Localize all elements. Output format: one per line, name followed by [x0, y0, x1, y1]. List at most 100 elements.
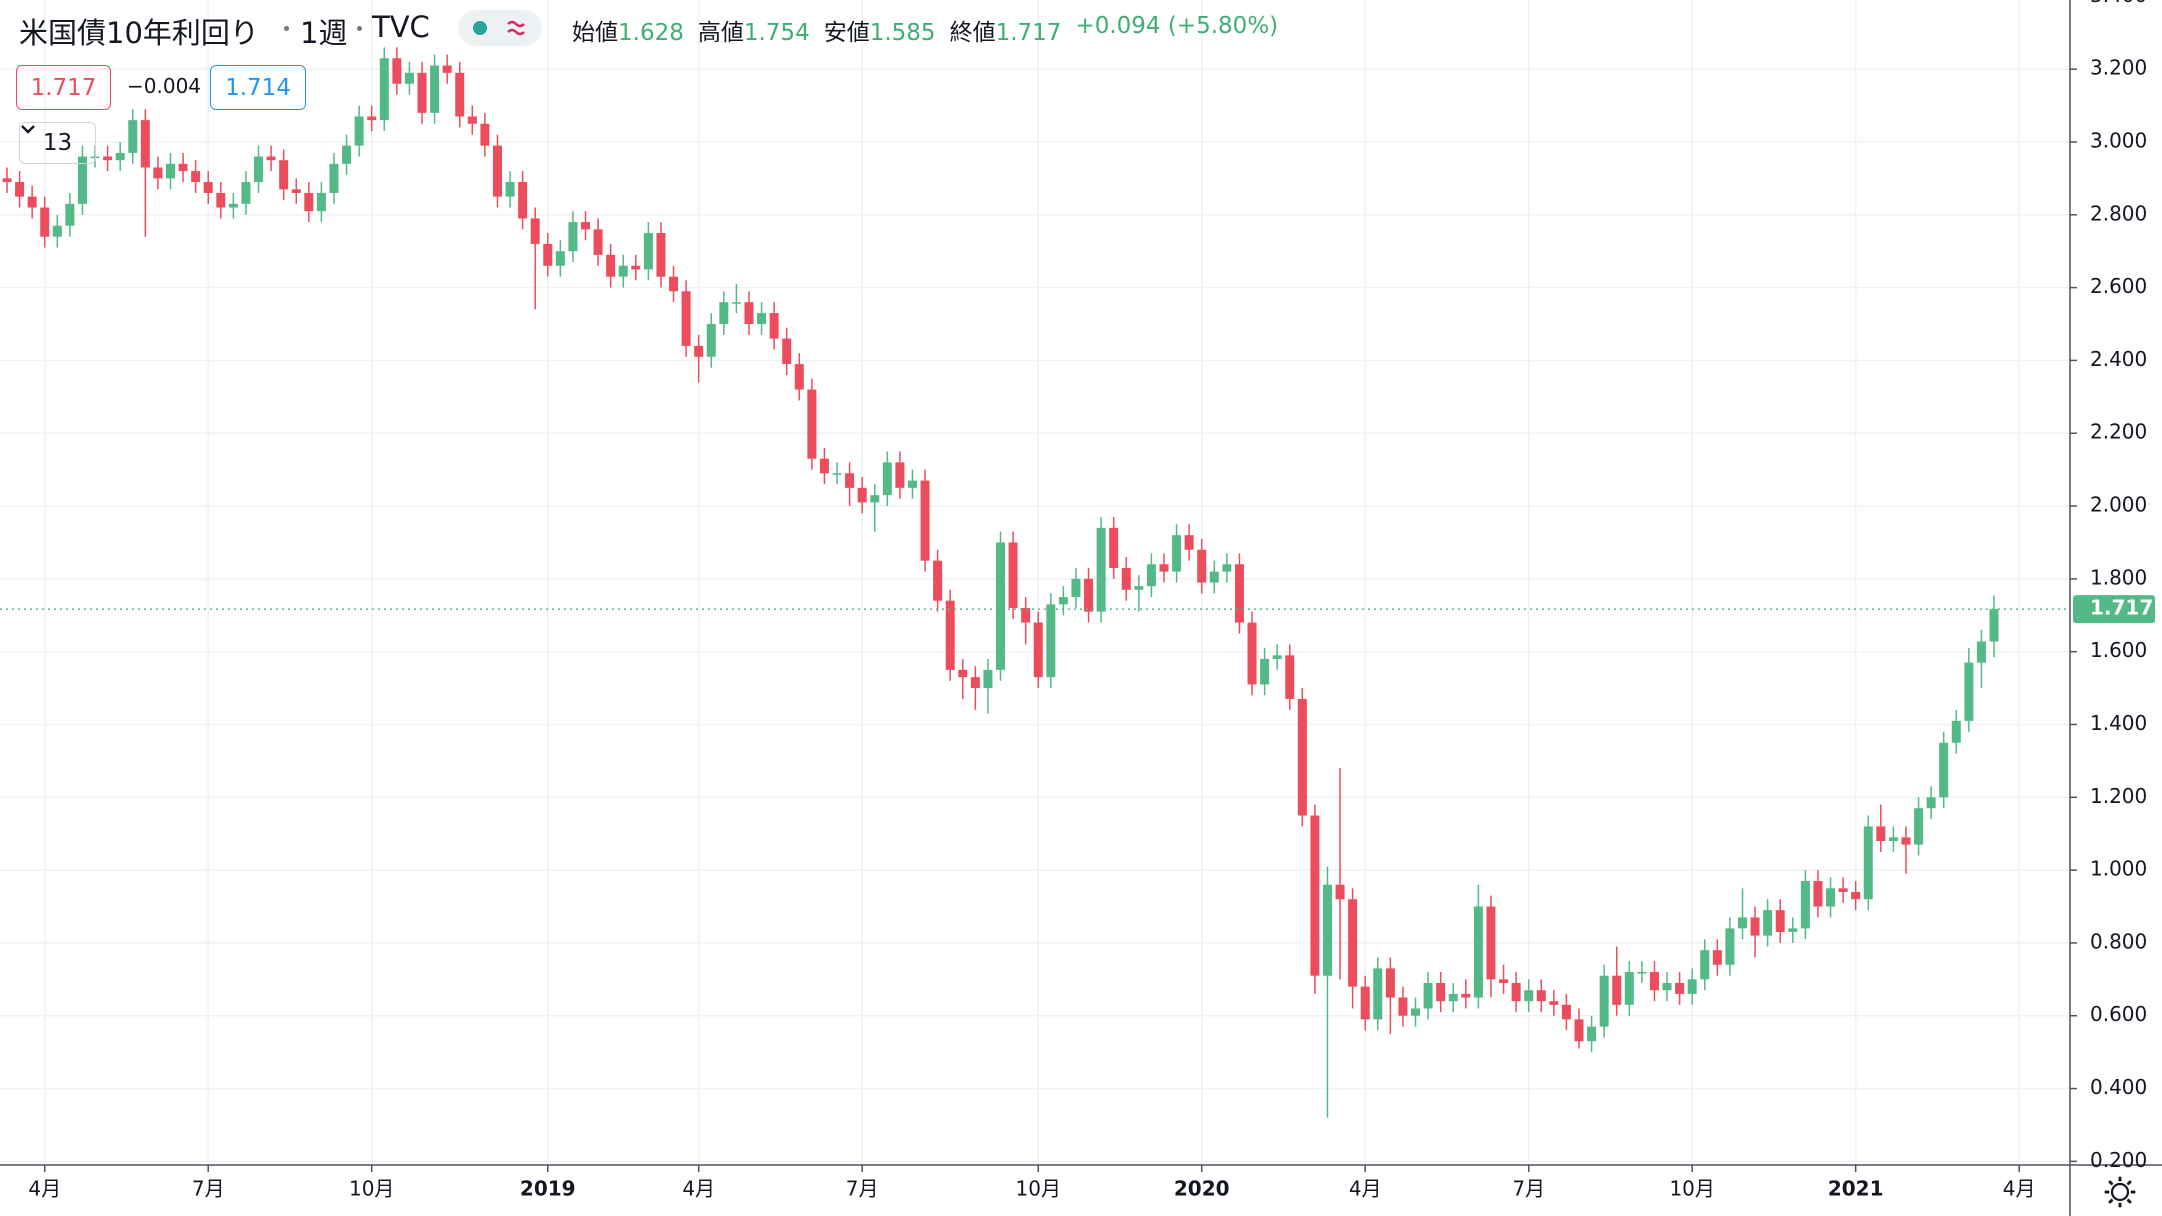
candle-body	[1637, 972, 1647, 974]
candle-body	[1549, 1001, 1559, 1005]
candle-body	[115, 152, 125, 161]
candle-body	[870, 495, 880, 503]
candle-body	[1486, 906, 1496, 980]
candle-body	[1826, 888, 1836, 907]
status-icons	[473, 20, 525, 36]
candle-body	[1524, 990, 1534, 1002]
candle-body	[392, 58, 402, 84]
grid	[0, 0, 2070, 1165]
candle-body	[857, 487, 867, 503]
y-tick-label: 3.000	[2090, 128, 2147, 152]
candle-body	[480, 123, 490, 146]
candle-body	[467, 116, 477, 124]
candle-body	[1675, 982, 1685, 994]
ohlc-label: 高値	[697, 20, 744, 46]
x-tick-label: 7月	[192, 1177, 225, 1201]
candle-body	[505, 182, 515, 197]
y-tick-label: 1.400	[2090, 711, 2147, 735]
candle-body	[266, 156, 276, 161]
candle-body	[1763, 910, 1773, 936]
y-tick-label: 2.600	[2090, 274, 2147, 298]
y-tick-label: 1.000	[2090, 857, 2147, 881]
sell-button[interactable]: 1.717	[16, 65, 111, 110]
candle-body	[1914, 808, 1924, 845]
candle-body	[1335, 884, 1345, 900]
candle-body	[1989, 609, 1999, 642]
candle-body	[958, 669, 968, 678]
y-tick-label: 2.800	[2090, 201, 2147, 225]
candle-body	[1473, 906, 1483, 998]
candle-body	[895, 462, 905, 488]
candle-body	[681, 291, 691, 346]
status-pill[interactable]	[458, 10, 542, 46]
candle-body	[530, 218, 540, 244]
candle-body	[996, 542, 1006, 670]
candle-body	[1687, 979, 1697, 994]
candle-body	[970, 677, 980, 689]
interval[interactable]: 1週	[300, 16, 348, 50]
ohlc-value: 1.717	[995, 20, 1062, 46]
candle-body	[291, 189, 301, 193]
candle-body	[1813, 881, 1823, 907]
candle-body	[1750, 917, 1760, 936]
candle-body	[241, 182, 251, 204]
candle-body	[1033, 622, 1043, 678]
candle-body	[1008, 542, 1018, 608]
x-tick-label: 10月	[1669, 1177, 1714, 1201]
candle-body	[65, 203, 75, 226]
x-tick-label: 4月	[2003, 1177, 2036, 1201]
buy-button[interactable]: 1.714	[210, 65, 306, 110]
candle-body	[367, 116, 377, 121]
candle-body	[1360, 986, 1370, 1020]
candle-body	[719, 302, 729, 325]
candle-body	[1209, 571, 1219, 583]
candle-body	[404, 72, 414, 84]
candle-body	[128, 120, 138, 153]
candle-body	[1134, 586, 1144, 590]
candle-body	[1863, 826, 1873, 900]
last-price-box	[2073, 595, 2155, 624]
symbol-title[interactable]: 米国債10年利回り	[19, 16, 259, 50]
candle-body	[103, 156, 113, 161]
candle-body	[52, 225, 62, 237]
candle-body	[430, 65, 440, 113]
candle-body	[1411, 1008, 1421, 1016]
candle-body	[593, 229, 603, 255]
y-tick-label: 0.800	[2090, 929, 2147, 953]
candle-body	[1876, 826, 1886, 841]
candle-body	[1285, 655, 1295, 699]
candle-body	[669, 276, 679, 292]
candle-body	[1574, 1019, 1584, 1042]
candle-body	[279, 160, 289, 190]
candle-body	[1939, 742, 1949, 798]
y-tick-label: 1.600	[2090, 638, 2147, 662]
candle-body	[631, 265, 641, 270]
candle-body	[933, 560, 943, 601]
indicators-toggle[interactable]: 13	[19, 122, 96, 164]
candle-body	[1612, 975, 1622, 1005]
candle-body	[304, 192, 314, 212]
candle-body	[1901, 837, 1911, 845]
candle-body	[77, 156, 87, 204]
candle-body	[1788, 928, 1798, 932]
candle-body	[618, 265, 628, 277]
candle-body	[492, 145, 502, 197]
candle-body	[643, 233, 653, 270]
candle-body	[518, 182, 528, 219]
settings-icon[interactable]	[2104, 1176, 2136, 1208]
candle-body	[807, 389, 817, 459]
candle-body	[2, 178, 12, 183]
candle-body	[165, 163, 175, 179]
candle-body	[543, 243, 553, 266]
y-tick-label: 0.600	[2090, 1002, 2147, 1026]
x-tick-label: 7月	[846, 1177, 879, 1201]
candle-body	[379, 58, 389, 121]
candle-body	[342, 145, 352, 164]
candle-body	[1184, 535, 1194, 550]
candle-body	[1071, 578, 1081, 598]
candle-body	[782, 338, 792, 365]
y-tick-label: 1.200	[2090, 784, 2147, 808]
candle-body	[1561, 1004, 1571, 1020]
candle-body	[1926, 797, 1936, 809]
